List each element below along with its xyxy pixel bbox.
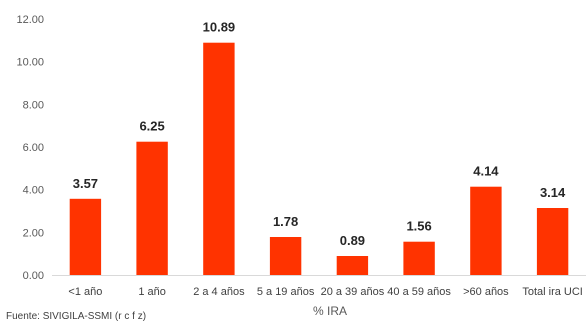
x-axis: <1 año 1 año 2 a 4 años 5 a 19 años 20 a 39 … [52,275,586,298]
category-label: 5 a 19 años [257,286,315,298]
y-tick-label: 10.00 [16,57,44,69]
bar-value-label: 1.78 [273,214,298,229]
bar-value-label: 3.57 [73,176,98,191]
bars [69,42,569,276]
category-label: 20 a 39 años [321,286,385,298]
bar [403,241,435,275]
bar-value-label: 10.89 [203,20,236,35]
category-label: 40 a 59 años [387,286,451,298]
y-tick-label: 4.00 [23,185,44,197]
bar-value-label: 0.89 [340,233,365,248]
bar-value-label: 6.25 [139,119,164,134]
bar-value-label: 3.14 [540,185,566,200]
data-labels: 3.57 6.25 10.89 1.78 0.89 1.56 4.14 3.14 [73,20,566,248]
bar [269,237,302,275]
bar-value-label: 1.56 [406,219,431,234]
y-axis: 0.00 2.00 4.00 6.00 8.00 10.00 12.00 [16,14,44,282]
category-label: 2 a 4 años [193,286,245,298]
y-tick-label: 0.00 [23,270,44,282]
category-label: >60 años [463,286,509,298]
category-label: 1 año [138,286,166,298]
category-label: Total ira UCI [522,286,583,298]
bar [203,42,235,276]
y-tick-label: 6.00 [23,142,44,154]
bar-value-label: 4.14 [473,164,499,179]
source-note: Fuente: SIVIGILA-SSMI (r c f z) [6,311,146,322]
x-axis-title: % IRA [313,304,347,318]
y-tick-label: 2.00 [23,227,44,239]
bar [536,208,569,275]
bar [69,198,102,275]
y-tick-label: 12.00 [16,14,44,26]
bar [470,186,502,275]
bar [136,141,168,275]
category-label: <1 año [68,286,102,298]
bar [336,256,369,275]
y-tick-label: 8.00 [23,99,44,111]
